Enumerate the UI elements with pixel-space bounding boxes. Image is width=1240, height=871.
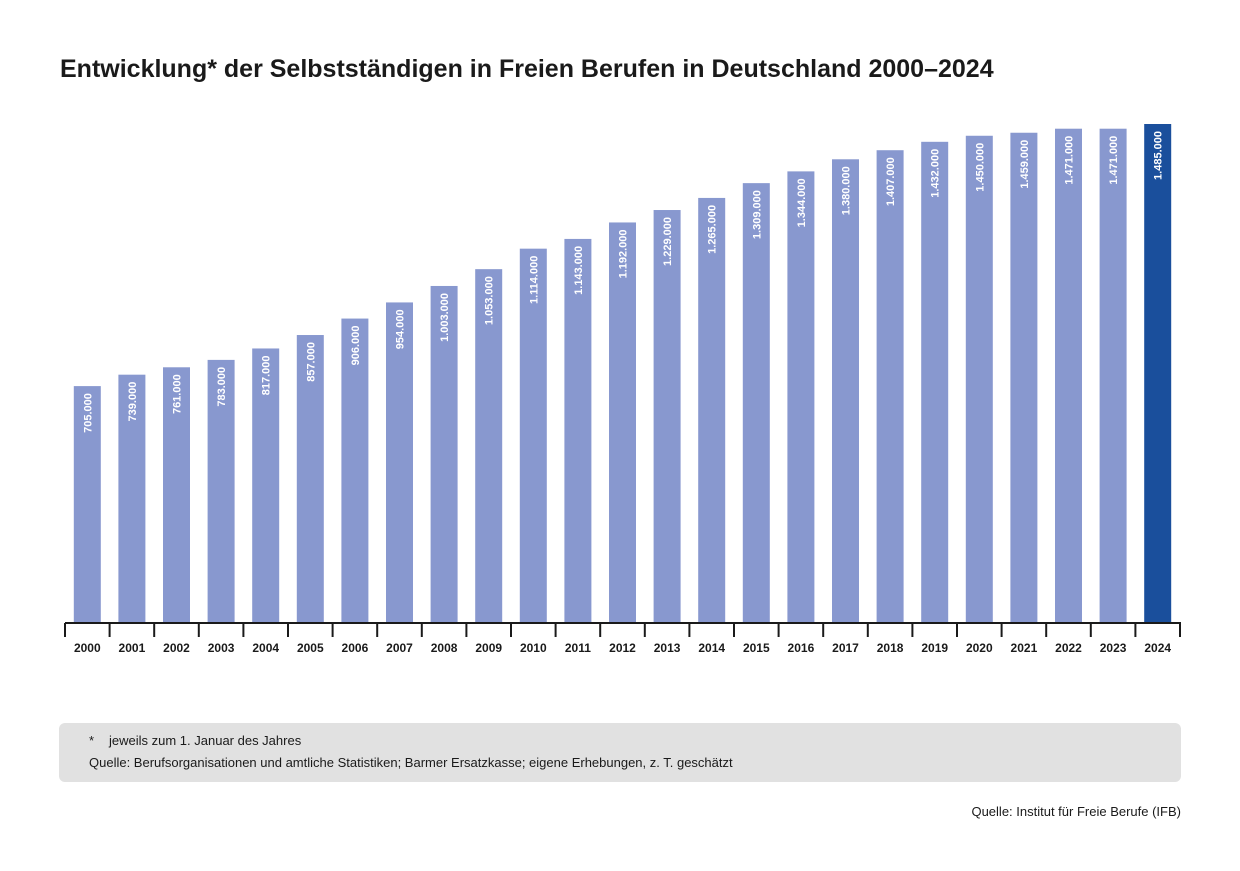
x-tick-label: 2003: [208, 641, 235, 655]
bar-value-label: 817.000: [261, 355, 273, 395]
x-tick-label: 2001: [119, 641, 146, 655]
x-tick-label: 2002: [163, 641, 190, 655]
bar-value-label: 1.143.000: [573, 246, 585, 295]
x-tick-label: 2013: [654, 641, 681, 655]
x-tick-label: 2010: [520, 641, 547, 655]
source-credit: Quelle: Institut für Freie Berufe (IFB): [971, 804, 1181, 819]
x-tick-label: 2004: [252, 641, 279, 655]
x-tick-label: 2006: [342, 641, 369, 655]
bar-value-label: 1.380.000: [841, 166, 853, 215]
bar: [609, 222, 636, 624]
bar-value-label: 1.450.000: [974, 143, 986, 192]
bar-value-label: 1.309.000: [751, 190, 763, 239]
bar-value-label: 783.000: [216, 367, 228, 407]
bar: [832, 159, 859, 623]
footnote-line: * jeweils zum 1. Januar des Jahres: [89, 733, 301, 748]
bar: [787, 171, 815, 623]
bar: [475, 269, 503, 623]
bar: [564, 238, 592, 624]
bar: [341, 318, 369, 623]
bar-value-label: 1.485.000: [1153, 131, 1165, 180]
bar-value-label: 1.407.000: [885, 157, 897, 206]
bar-value-label: 1.344.000: [796, 178, 808, 227]
bar: [73, 386, 101, 623]
bar-value-label: 705.000: [82, 393, 94, 433]
bar: [698, 197, 726, 624]
x-tick-label: 2018: [877, 641, 904, 655]
x-tick-label: 2005: [297, 641, 324, 655]
bar-value-label: 954.000: [395, 309, 407, 349]
bar-value-label: 1.053.000: [484, 276, 496, 325]
bar: [252, 348, 280, 623]
x-tick-label: 2019: [921, 641, 948, 655]
x-tick-label: 2011: [565, 641, 591, 655]
bar-value-label: 761.000: [172, 374, 184, 414]
bar: [742, 183, 770, 623]
x-tick-label: 2017: [832, 641, 859, 655]
bar: [118, 374, 146, 623]
bar-value-label: 739.000: [127, 382, 139, 422]
x-tick-label: 2024: [1144, 641, 1171, 655]
x-tick-label: 2007: [386, 641, 413, 655]
bar: [1055, 128, 1082, 623]
bar: [876, 150, 904, 624]
bar: [296, 335, 324, 623]
chart-title: Entwicklung* der Selbstständigen in Frei…: [60, 55, 994, 83]
bar-value-label: 1.471.000: [1108, 136, 1120, 185]
bar-value-label: 1.229.000: [662, 217, 674, 266]
x-tick-label: 2012: [609, 641, 636, 655]
bar: [1010, 132, 1038, 623]
bar: [965, 135, 993, 624]
bar: [430, 285, 458, 623]
bar-chart: 705.000 2000 739.000 2001 761.000 2002 783.000…: [64, 124, 1181, 655]
bar: [1099, 128, 1127, 623]
bar-value-label: 857.000: [305, 342, 317, 382]
bar: [386, 302, 413, 623]
bar-value-label: 906.000: [350, 326, 362, 366]
x-tick-label: 2016: [788, 641, 815, 655]
x-tick-label: 2021: [1011, 641, 1038, 655]
x-tick-label: 2015: [743, 641, 770, 655]
bar-value-label: 1.471.000: [1064, 136, 1076, 185]
x-tick-label: 2023: [1100, 641, 1127, 655]
footnote-text: jeweils zum 1. Januar des Jahres: [109, 733, 302, 748]
bar-value-label: 1.114.000: [528, 256, 540, 304]
bar-value-label: 1.192.000: [618, 229, 630, 278]
bar: [519, 248, 547, 623]
source-detail: Quelle: Berufsorganisationen und amtlich…: [89, 755, 733, 770]
x-tick-label: 2022: [1055, 641, 1082, 655]
bar-value-label: 1.432.000: [930, 149, 942, 198]
bar-value-label: 1.459.000: [1019, 140, 1031, 189]
bar: [207, 359, 235, 623]
bar: [163, 367, 190, 623]
bar: [1144, 124, 1172, 623]
bar-value-label: 1.265.000: [707, 205, 719, 254]
x-tick-label: 2000: [74, 641, 101, 655]
footnote-box: * jeweils zum 1. Januar des Jahres Quelle…: [59, 723, 1181, 782]
x-tick-label: 2009: [475, 641, 502, 655]
bar: [653, 210, 681, 623]
x-tick-label: 2008: [431, 641, 458, 655]
x-tick-label: 2014: [698, 641, 725, 655]
footnote-star: *: [89, 733, 95, 748]
bar: [921, 141, 949, 623]
bar-value-label: 1.003.000: [439, 293, 451, 342]
x-tick-label: 2020: [966, 641, 993, 655]
